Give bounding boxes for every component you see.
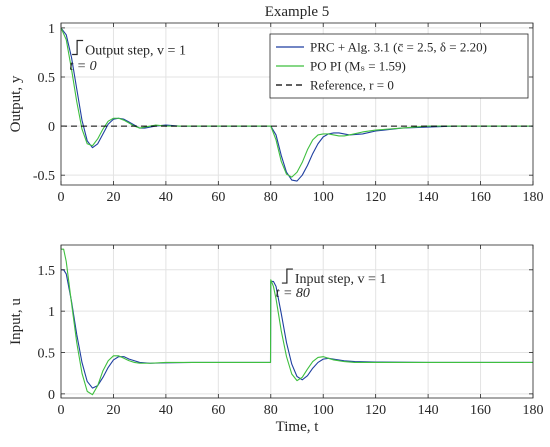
- step-annotation: Output step, v = 1: [85, 44, 186, 59]
- series-line-2: [61, 248, 533, 396]
- x-tick-label: 120: [365, 403, 386, 418]
- y-axis-label: Output, y: [8, 75, 24, 132]
- x-tick-label: 100: [313, 190, 334, 205]
- y-tick-label: 0.5: [38, 347, 56, 362]
- legend-box: [269, 33, 529, 99]
- step-glyph-icon: [72, 39, 84, 56]
- y-tick-label: -0.5: [33, 169, 55, 184]
- x-tick-label: 160: [470, 403, 491, 418]
- x-tick-label: 140: [418, 403, 439, 418]
- x-tick-label: 180: [523, 403, 544, 418]
- x-tick-label: 60: [211, 190, 225, 205]
- step-annotation: Input step, v = 1: [295, 272, 387, 287]
- x-tick-label: 100: [313, 403, 334, 418]
- x-tick-label: 20: [106, 403, 120, 418]
- x-tick-label: 40: [159, 403, 173, 418]
- axes-frame: [60, 22, 534, 186]
- chart-title: Example 5: [265, 4, 330, 20]
- x-tick-label: 80: [264, 190, 278, 205]
- time-annotation: t = 0: [69, 59, 96, 74]
- x-tick-label: 0: [58, 403, 65, 418]
- y-tick-label: 0: [48, 388, 55, 403]
- legend-label-3: Reference, r = 0: [310, 78, 394, 93]
- output-panel: 0 20 40 60 80 100 120 140 160 180-0.500.51Example…: [8, 4, 544, 205]
- y-tick-label: 1: [48, 305, 55, 320]
- step-glyph-icon: [281, 268, 293, 284]
- y-axis-label: Input, u: [8, 298, 24, 345]
- x-tick-label: 80: [264, 403, 278, 418]
- x-tick-label: 160: [470, 190, 491, 205]
- x-tick-label: 180: [523, 190, 544, 205]
- x-tick-label: 40: [159, 190, 173, 205]
- x-tick-label: 140: [418, 190, 439, 205]
- y-tick-label: 0: [48, 120, 55, 135]
- y-tick-label: 1: [48, 22, 55, 37]
- y-tick-label: 0.5: [38, 71, 56, 86]
- axes-frame: [60, 244, 534, 399]
- x-tick-label: 120: [365, 190, 386, 205]
- legend-label-2: PO PI (Mₛ = 1.59): [310, 59, 406, 74]
- plot-area: [61, 245, 533, 398]
- input-panel: 0 20 40 60 80 100 120 140 160 180 0 0.5 1 1.5 Input, u…: [8, 244, 544, 435]
- x-tick-label: 60: [211, 403, 225, 418]
- legend-label-1: PRC + Alg. 3.1 (c̄ = 2.5, δ = 2.20): [310, 40, 487, 55]
- x-axis-label: Time, t: [276, 419, 320, 435]
- y-tick-label: 1.5: [38, 264, 56, 279]
- x-tick-label: 20: [106, 190, 120, 205]
- x-tick-label: 0: [58, 190, 65, 205]
- time-annotation: t = 80: [276, 286, 310, 301]
